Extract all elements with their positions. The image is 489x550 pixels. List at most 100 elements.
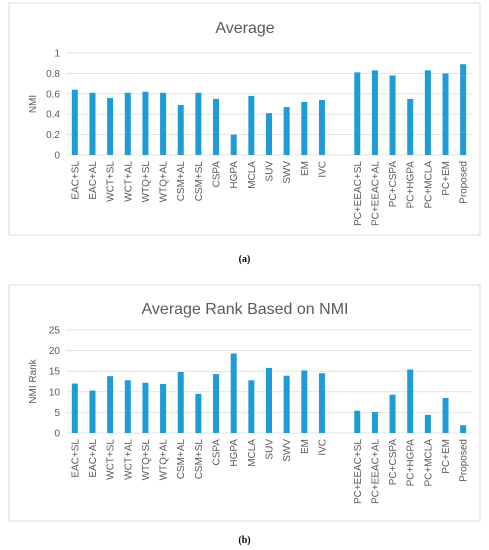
rank-bar <box>248 380 255 433</box>
rank-bar <box>142 382 149 433</box>
rank-category-label: CSM+SL <box>194 439 205 480</box>
average-category-label: HGPA <box>229 161 240 189</box>
rank-bar <box>354 410 361 433</box>
average-category-label: Proposed <box>459 161 470 204</box>
average-category-label: PC+EEAC+SL <box>353 161 364 226</box>
rank-category-label: PC+HGPA <box>406 439 417 487</box>
average-frame <box>8 2 481 236</box>
average-category-label: CSM+SL <box>194 161 205 202</box>
average-category-label: MCLA <box>247 161 258 189</box>
rank-category-label: CSM+AL <box>176 439 187 480</box>
average-category-label: WTQ+SL <box>141 161 152 203</box>
rank-category-label: Proposed <box>459 439 470 482</box>
rank-category-label: PC+MCLA <box>423 439 434 487</box>
average-ylabel: NMI <box>28 95 39 113</box>
average-category-label: IVC <box>317 161 328 178</box>
chart-average: Average 0 0.2 0.4 0.6 0.8 1 NMI EAC+SL EAC+AL WCT+… <box>8 2 481 236</box>
rank-bar <box>213 374 220 433</box>
rank-bar <box>442 397 449 433</box>
average-ytick-label: 0.2 <box>46 130 60 141</box>
average-category-label: PC+HGPA <box>406 161 417 209</box>
chart-panel-average: Average 0 0.2 0.4 0.6 0.8 1 NMI EAC+SL EAC+AL WCT+… <box>0 0 489 240</box>
average-bar <box>371 70 378 155</box>
average-category-label: PC+EM <box>441 161 452 196</box>
rank-ytick-label: 20 <box>49 346 61 357</box>
rank-category-label: SWV <box>282 439 293 462</box>
caption-b: (b) <box>238 535 251 546</box>
average-bar <box>318 99 325 155</box>
rank-bar <box>301 370 308 433</box>
chart-rank: Average Rank Based on NMI 0 5 10 15 20 25 NMI R… <box>8 284 481 522</box>
average-bar <box>407 98 414 155</box>
rank-category-label: WCT+AL <box>123 439 134 480</box>
average-ytick-label: 0.6 <box>46 89 60 100</box>
rank-ylabel: NMI Rank <box>28 358 39 403</box>
average-bar <box>248 95 255 155</box>
rank-ytick-label: 5 <box>54 408 60 419</box>
rank-category-label: HGPA <box>229 439 240 467</box>
average-category-label: CSM+AL <box>176 161 187 202</box>
rank-bar <box>283 375 290 433</box>
rank-bar <box>460 425 467 433</box>
chart-panel-rank: Average Rank Based on NMI 0 5 10 15 20 25 NMI R… <box>0 282 489 527</box>
average-bar <box>354 72 361 155</box>
rank-bar <box>160 383 167 433</box>
rank-ytick-label: 25 <box>49 326 61 337</box>
rank-bar <box>266 367 272 433</box>
average-bar <box>177 105 184 155</box>
rank-category-label: PC+CSPA <box>388 439 399 486</box>
rank-bar <box>107 376 114 433</box>
rank-category-label: EAC+AL <box>88 439 99 478</box>
average-bar <box>283 107 290 155</box>
average-category-label: SWV <box>282 161 293 184</box>
rank-ytick-label: 0 <box>54 429 60 440</box>
rank-ytick-label: 10 <box>49 387 61 398</box>
average-category-label: PC+CSPA <box>388 161 399 208</box>
rank-category-label: WTQ+SL <box>141 439 152 481</box>
rank-bar <box>230 353 237 433</box>
rank-category-label: WTQ+AL <box>159 439 170 481</box>
rank-bar <box>424 414 431 433</box>
average-category-label: EAC+SL <box>70 161 81 200</box>
rank-bar <box>177 372 184 433</box>
rank-category-label: WCT+SL <box>106 439 117 480</box>
average-category-label: PC+EEAC+AL <box>370 161 381 226</box>
rank-bar <box>371 411 378 433</box>
rank-bar <box>124 380 131 433</box>
average-category-label: EAC+AL <box>88 161 99 200</box>
rank-category-label: MCLA <box>247 439 258 467</box>
average-bar <box>230 134 237 155</box>
average-ytick-label: 0.8 <box>46 69 60 80</box>
rank-category-label: CSPA <box>212 439 223 466</box>
average-category-label: WCT+AL <box>123 161 134 202</box>
average-category-label: WTQ+AL <box>159 161 170 203</box>
average-bar <box>266 113 272 155</box>
rank-category-label: PC+EEAC+SL <box>353 439 364 504</box>
average-category-label: WCT+SL <box>106 161 117 202</box>
average-ytick-label: 0 <box>54 151 60 162</box>
average-bar <box>124 92 131 155</box>
average-ytick-label: 0.4 <box>46 110 60 121</box>
rank-category-label: SUV <box>265 439 276 460</box>
average-bar <box>160 92 167 155</box>
rank-title: Average Rank Based on NMI <box>142 301 349 318</box>
average-bar <box>107 97 114 155</box>
rank-bar <box>71 383 78 433</box>
rank-category-label: PC+EM <box>441 439 452 474</box>
average-bar <box>195 92 202 155</box>
rank-ytick-label: 15 <box>49 367 61 378</box>
average-bar <box>442 73 449 155</box>
average-category-label: SUV <box>265 161 276 182</box>
rank-bar <box>407 369 414 433</box>
average-bar <box>142 91 149 155</box>
average-bar <box>71 89 78 155</box>
rank-bar <box>389 394 396 433</box>
rank-category-label: EAC+SL <box>70 439 81 478</box>
average-bar <box>389 75 396 155</box>
average-ytick-label: 1 <box>54 49 60 60</box>
average-bar <box>424 70 431 155</box>
rank-frame <box>8 284 481 522</box>
average-title: Average <box>215 20 274 37</box>
caption-a: (a) <box>238 254 251 265</box>
rank-bar <box>195 393 202 433</box>
